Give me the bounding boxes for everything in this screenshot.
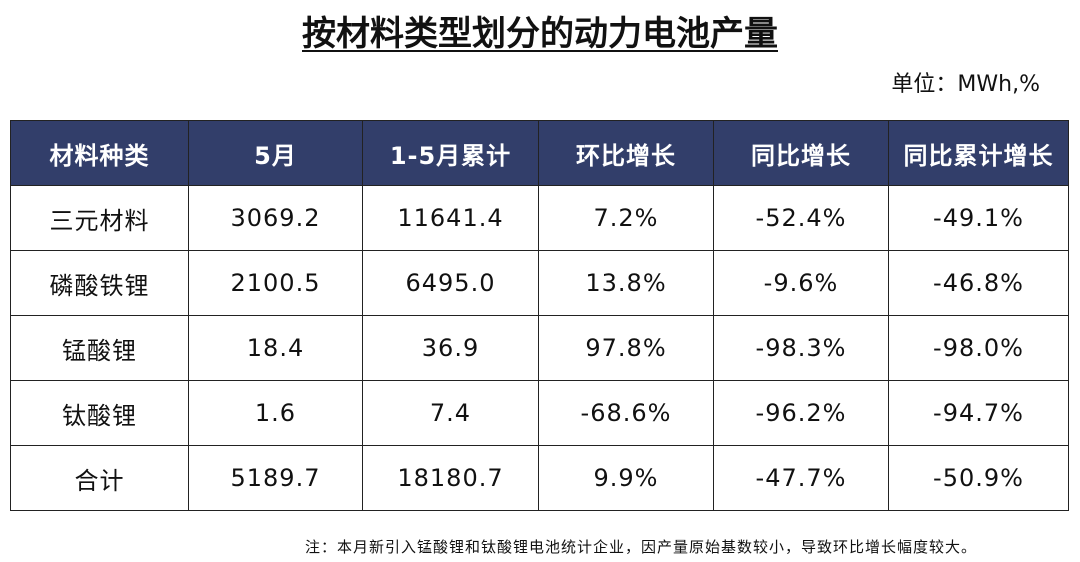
table-cell: -49.1% — [888, 185, 1069, 251]
table: 材料种类 5月 1-5月累计 环比增长 同比增长 同比累计增长 三元材料 3069.2 116… — [10, 120, 1069, 511]
table-row: 磷酸铁锂 2100.5 6495.0 13.8% -9.6% -46.8% — [10, 250, 1069, 316]
table-cell: 1.6 — [188, 380, 363, 446]
table-cell: -98.0% — [888, 315, 1069, 381]
unit: 单位：MWh,% — [891, 72, 1040, 97]
table-cell: -98.3% — [713, 315, 889, 381]
title: 按材料类型划分的动力电池产量 — [0, 6, 1080, 55]
table-cell: -52.4% — [713, 185, 889, 251]
table-cell: -94.7% — [888, 380, 1069, 446]
table-cell: 钛酸锂 — [10, 380, 189, 446]
column-header: 环比增长 — [538, 120, 714, 186]
table-cell: -50.9% — [888, 445, 1069, 511]
table-cell: -9.6% — [713, 250, 889, 316]
table-cell: 3069.2 — [188, 185, 363, 251]
table-cell: 13.8% — [538, 250, 714, 316]
table-cell: 18.4 — [188, 315, 363, 381]
table-cell: 2100.5 — [188, 250, 363, 316]
table-cell: 7.4 — [362, 380, 539, 446]
title-text: 按材料类型划分的动力电池产量 — [302, 14, 778, 54]
column-header: 同比增长 — [713, 120, 889, 186]
table-cell: 锰酸锂 — [10, 315, 189, 381]
header-row: 材料种类 5月 1-5月累计 环比增长 同比增长 同比累计增长 — [10, 120, 1069, 186]
column-header: 材料种类 — [10, 120, 189, 186]
table-row: 锰酸锂 18.4 36.9 97.8% -98.3% -98.0% — [10, 315, 1069, 381]
table-cell: 18180.7 — [362, 445, 539, 511]
table-cell: 97.8% — [538, 315, 714, 381]
table-cell: 三元材料 — [10, 185, 189, 251]
table-cell: 5189.7 — [188, 445, 363, 511]
table-cell: 9.9% — [538, 445, 714, 511]
table-cell: -96.2% — [713, 380, 889, 446]
table-cell: -46.8% — [888, 250, 1069, 316]
table-cell: 7.2% — [538, 185, 714, 251]
table-cell: -68.6% — [538, 380, 714, 446]
table-cell: -47.7% — [713, 445, 889, 511]
table-body: 三元材料 3069.2 11641.4 7.2% -52.4% -49.1% 磷酸铁锂 210… — [10, 185, 1069, 511]
table-cell: 6495.0 — [362, 250, 539, 316]
table-row: 三元材料 3069.2 11641.4 7.2% -52.4% -49.1% — [10, 185, 1069, 251]
table-cell: 合计 — [10, 445, 189, 511]
table-cell: 36.9 — [362, 315, 539, 381]
column-header: 1-5月累计 — [362, 120, 539, 186]
table-cell: 磷酸铁锂 — [10, 250, 189, 316]
table-row: 合计 5189.7 18180.7 9.9% -47.7% -50.9% — [10, 445, 1069, 511]
column-header: 同比累计增长 — [888, 120, 1069, 186]
table-row: 钛酸锂 1.6 7.4 -68.6% -96.2% -94.7% — [10, 380, 1069, 446]
table-cell: 11641.4 — [362, 185, 539, 251]
column-header: 5月 — [188, 120, 363, 186]
note: 注：本月新引入锰酸锂和钛酸锂电池统计企业，因产量原始基数较小，导致环比增长幅度较… — [305, 538, 978, 556]
